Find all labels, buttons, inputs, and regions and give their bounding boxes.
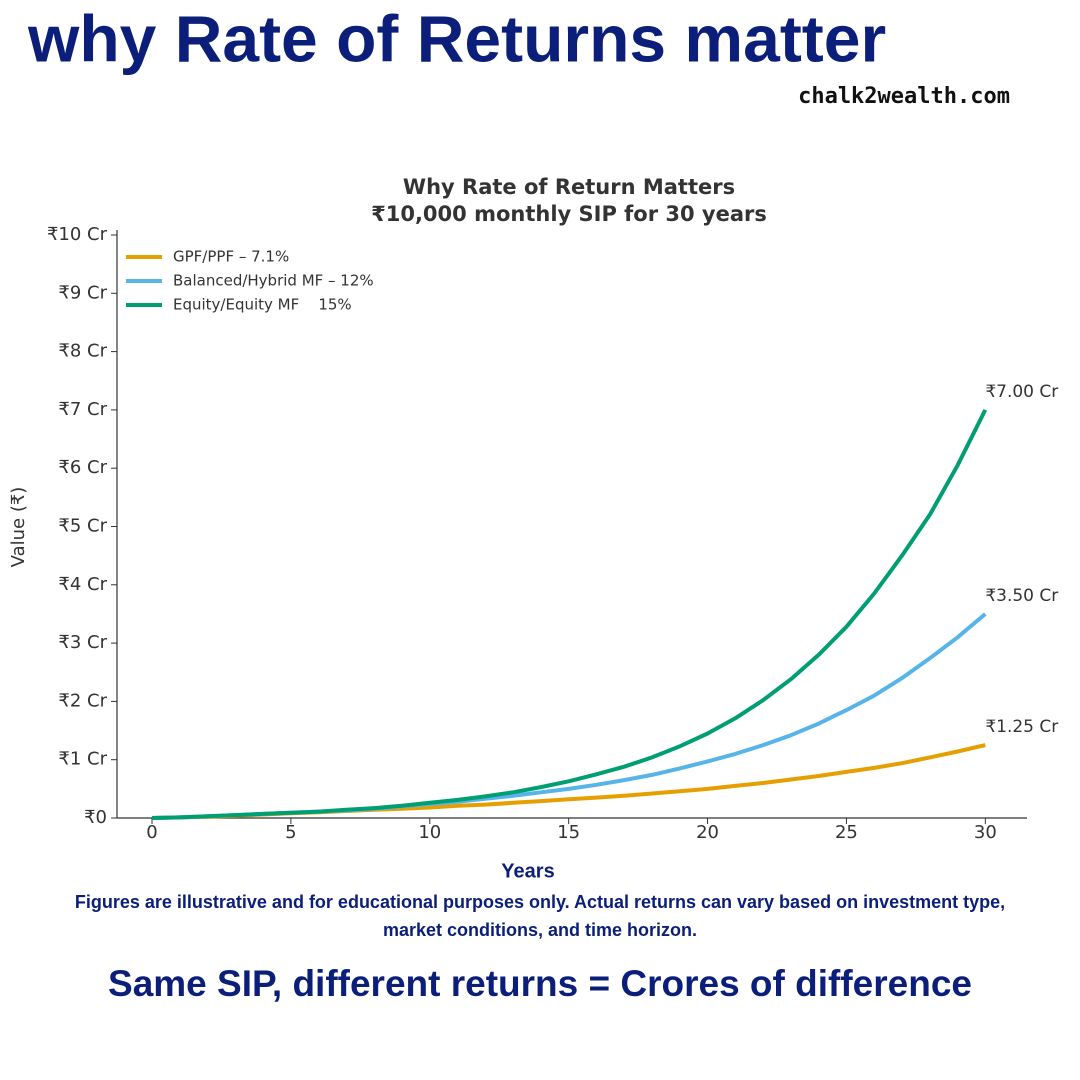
series-line [151, 612, 987, 820]
y-tick-label: ₹1 Cr [58, 749, 107, 770]
y-tick-label: ₹5 Cr [58, 516, 107, 537]
series-line [151, 409, 988, 820]
page-title: why Rate of Returns matter [27, 1, 886, 75]
legend-label: Equity/Equity MF 15% [173, 296, 352, 314]
legend-label: GPF/PPF – 7.1% [173, 248, 289, 266]
x-tick-label: 10 [418, 822, 441, 843]
y-tick-label: ₹9 Cr [58, 282, 107, 303]
x-tick-label: 0 [146, 822, 157, 843]
site-name: chalk2wealth.com [798, 84, 1010, 109]
y-tick-label: ₹7 Cr [58, 399, 107, 420]
y-tick-label: ₹2 Cr [58, 690, 107, 711]
tagline: Same SIP, different returns = Crores of … [108, 963, 972, 1004]
footnote: Figures are illustrative and for educati… [74, 892, 1006, 940]
chart-subtitle: ₹10,000 monthly SIP for 30 years [371, 202, 767, 226]
y-tick-label: ₹8 Cr [58, 341, 107, 362]
y-tick-label: ₹10 Cr [47, 224, 108, 245]
y-axis-label: Value (₹) [8, 487, 29, 568]
y-tick-label: ₹6 Cr [58, 457, 107, 478]
x-tick-label: 20 [696, 822, 719, 843]
y-tick-label: ₹0 [84, 807, 107, 828]
x-tick-label: 15 [557, 822, 580, 843]
end-label: ₹7.00 Cr [985, 382, 1058, 402]
x-axis-label: Years [501, 860, 554, 882]
y-tick-label: ₹4 Cr [58, 574, 107, 595]
x-tick-label: 25 [835, 822, 858, 843]
end-label: ₹1.25 Cr [985, 717, 1058, 737]
y-tick-label: ₹3 Cr [58, 632, 107, 653]
chart-title: Why Rate of Return Matters [403, 175, 735, 199]
x-tick-label: 30 [974, 822, 997, 843]
end-label: ₹3.50 Cr [985, 586, 1058, 606]
legend-label: Balanced/Hybrid MF – 12% [173, 272, 374, 290]
x-tick-label: 5 [285, 822, 296, 843]
